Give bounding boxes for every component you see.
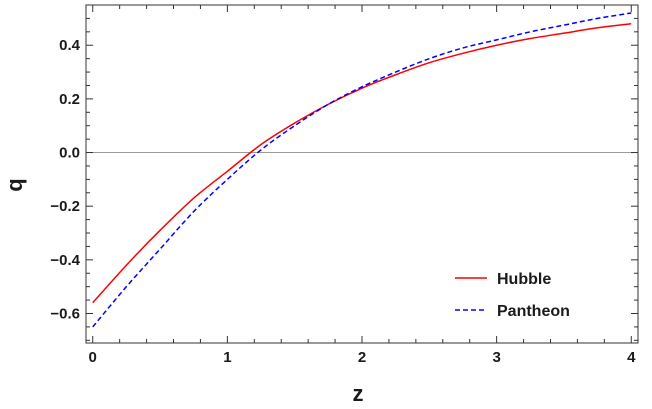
x-tick-label: 3: [492, 349, 500, 366]
y-tick-label: 0.4: [59, 37, 81, 54]
y-axis-label: q: [2, 178, 27, 191]
series-line-pantheon: [92, 12, 632, 328]
x-tick-label: 2: [358, 349, 366, 366]
y-tick-label: −0.6: [50, 305, 80, 322]
series-line-hubble: [92, 23, 632, 304]
x-tick-label: 1: [223, 349, 231, 366]
axis-ticks: [86, 5, 638, 343]
legend: Hubble Pantheon: [455, 271, 570, 320]
x-tick-label: 0: [89, 349, 97, 366]
y-tick-label: −0.2: [50, 198, 80, 215]
y-tick-label: −0.4: [50, 252, 80, 269]
plot-area: [85, 4, 639, 344]
plot-frame: [85, 4, 639, 344]
y-tick-label: 0.2: [59, 91, 80, 108]
legend-label-pantheon: Pantheon: [497, 303, 570, 320]
legend-label-hubble: Hubble: [497, 271, 551, 288]
y-tick-label: 0.0: [59, 145, 80, 162]
series-layer: [92, 12, 632, 328]
x-axis-label: z: [353, 381, 364, 406]
x-tick-label: 4: [627, 349, 636, 366]
axis-tick-labels: 0 1 2 3 4 −0.6 −0.4 −0.2 0.0 0.2 0.4: [50, 37, 636, 366]
